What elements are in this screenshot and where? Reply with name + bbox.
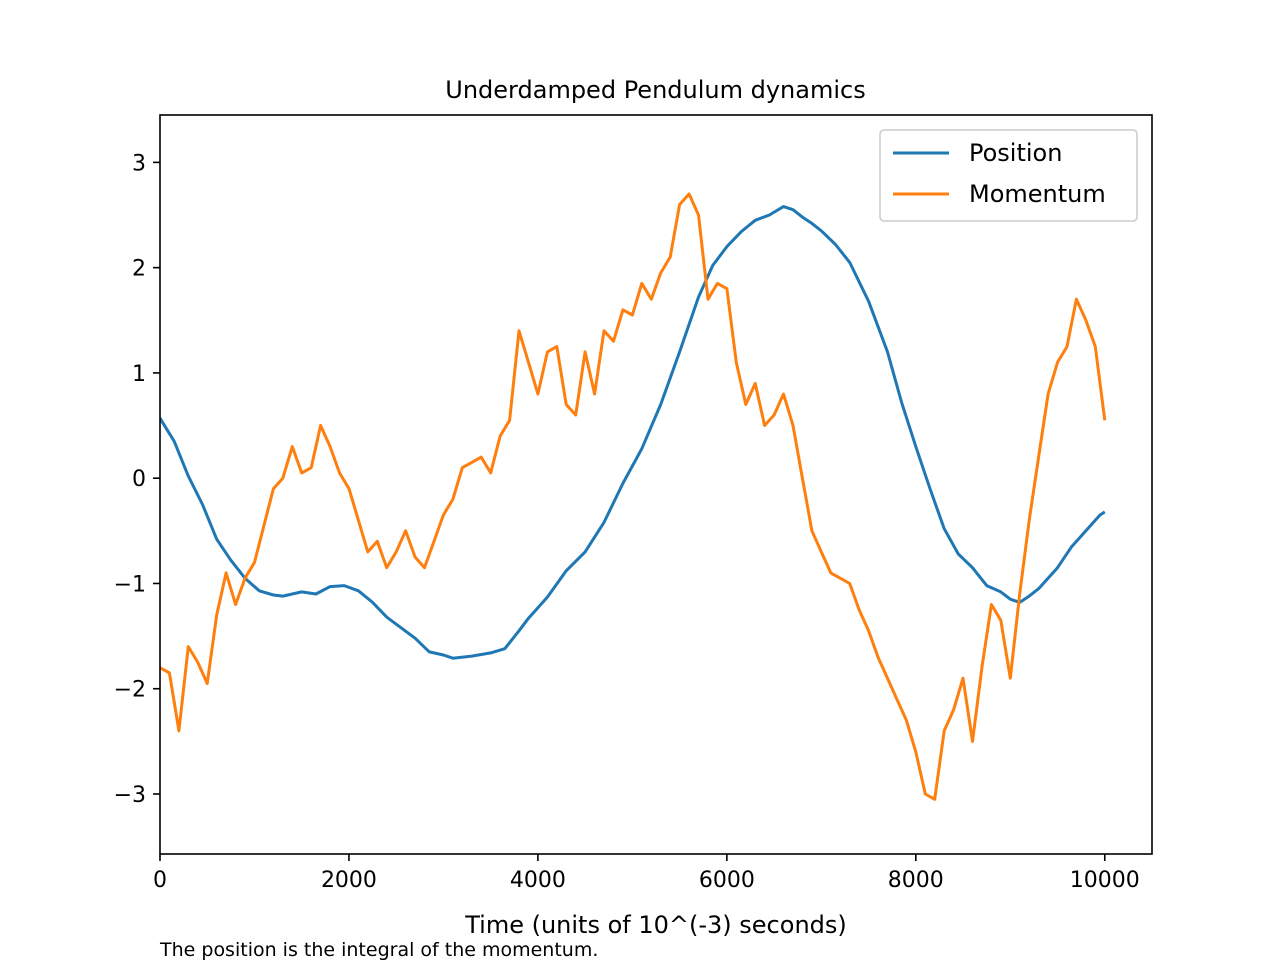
chart-title: Underdamped Pendulum dynamics xyxy=(445,76,865,104)
x-axis-ticks: 0 2000 4000 6000 8000 10000 xyxy=(153,854,1140,893)
x-tick-label: 6000 xyxy=(699,868,755,893)
legend: Position Momentum xyxy=(879,129,1138,222)
legend-label-position: Position xyxy=(969,139,1062,167)
y-tick-label: −1 xyxy=(114,572,146,597)
figure-caption: The position is the integral of the mome… xyxy=(160,939,599,961)
y-tick-label: 0 xyxy=(132,467,146,492)
x-tick-label: 2000 xyxy=(321,868,377,893)
y-axis-ticks: −3 −2 −1 0 1 2 3 xyxy=(114,151,160,808)
x-tick-label: 10000 xyxy=(1070,868,1140,893)
y-tick-label: −2 xyxy=(114,678,146,703)
x-tick-label: 0 xyxy=(153,868,167,893)
y-tick-label: −3 xyxy=(114,783,146,808)
y-tick-label: 1 xyxy=(132,362,146,387)
y-tick-label: 2 xyxy=(132,257,146,282)
y-tick-label: 3 xyxy=(132,151,146,176)
series-line-momentum xyxy=(160,192,1107,801)
plot-frame xyxy=(159,114,1153,855)
legend-label-momentum: Momentum xyxy=(969,180,1106,208)
series-line-position xyxy=(160,205,1106,660)
x-axis-label: Time (units of 10^(-3) seconds) xyxy=(464,911,847,939)
series-layer xyxy=(160,192,1107,801)
x-tick-label: 8000 xyxy=(888,868,944,893)
x-tick-label: 4000 xyxy=(510,868,566,893)
